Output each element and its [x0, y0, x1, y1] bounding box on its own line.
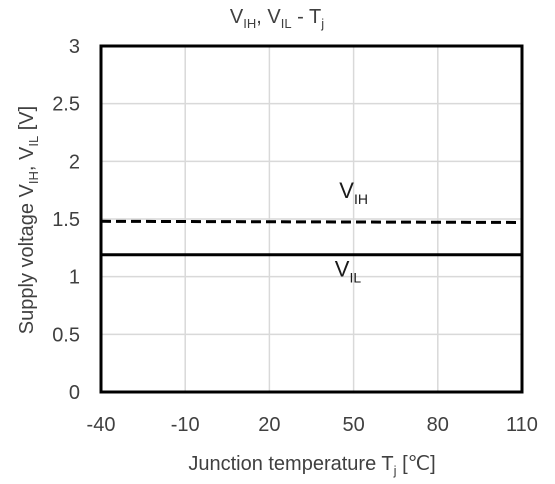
y-tick-label: 3: [69, 36, 80, 58]
x-tick-label: -40: [87, 414, 116, 436]
y-tick-label: 1: [69, 267, 80, 289]
y-tick-label: 2: [69, 151, 80, 173]
chart-title: VIH, VIL - Tj: [230, 6, 324, 31]
y-axis-label: Supply voltage VIH, VIL [V]: [16, 106, 41, 334]
x-axis-label: Junction temperature Tj [℃]: [188, 453, 435, 478]
y-tick-label: 0.5: [52, 324, 80, 346]
series-label-il: VIL: [335, 257, 362, 286]
y-tick-labels: 0 0.5 1 1.5 2 2.5 3: [52, 36, 80, 404]
x-tick-label: 20: [258, 414, 280, 436]
plot-area-frame: [99, 44, 524, 394]
x-tick-labels: -40 -10 20 50 80 110: [87, 414, 538, 436]
series-layer: [100, 219, 523, 257]
y-tick-label: 2.5: [52, 94, 80, 116]
series-line-ih: [100, 219, 523, 224]
x-tick-label: 110: [506, 414, 538, 436]
series-label-ih: VIH: [339, 178, 368, 207]
y-tick-label: 1.5: [52, 209, 80, 231]
x-tick-label: 50: [342, 414, 364, 436]
x-tick-label: -10: [171, 414, 200, 436]
x-tick-label: 80: [427, 414, 449, 436]
y-tick-label: 0: [69, 382, 80, 404]
series-labels: VIH VIL: [335, 178, 368, 285]
grid-lines: [101, 46, 522, 392]
